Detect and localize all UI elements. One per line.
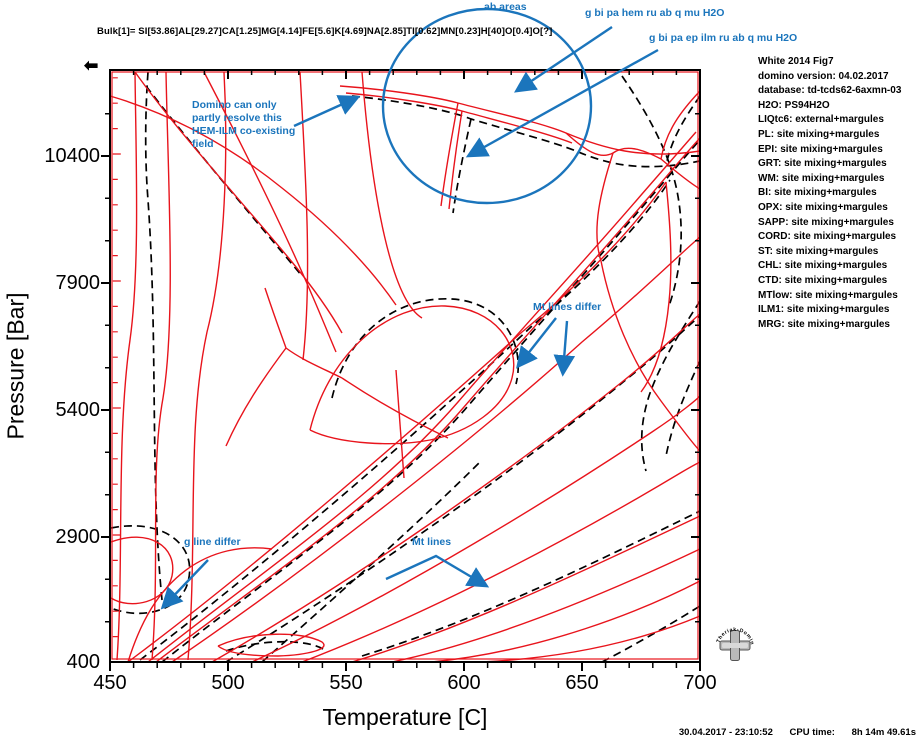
legend-line: MRG: site mixing+margules [758,318,890,330]
x-tick-label: 600 [447,672,481,694]
legend-line: OPX: site mixing+margules [758,201,888,213]
legend-line: H2O: PS94H2O [758,99,830,111]
legend-line: domino version: 04.02.2017 [758,70,889,82]
annotation-mt-lines: Mt lines [412,536,452,548]
legend-line: PL: site mixing+margules [758,128,880,140]
y-axis-title: Pressure [Bar] [2,292,29,440]
cpu-time-value: 8h 14m 49.61s [851,727,916,738]
x-tick-label: 700 [683,672,717,694]
y-tick-label: 7900 [55,272,101,294]
ab-areas-highlight-ellipse [381,7,593,205]
legend-line: WM: site mixing+margules [758,172,885,184]
x-tick-label: 650 [565,672,599,694]
legend-line: ILM1: site mixing+margules [758,304,890,316]
legend-line: MTlow: site mixing+margules [758,289,898,301]
annotation-mt-lines-differ: Mt lines differ [533,301,602,313]
annotation-ilm-field: g bi pa ep ilm ru ab q mu H2O [649,32,798,44]
legend-line: CORD: site mixing+margules [758,231,897,243]
legend-line: GRT: site mixing+margules [758,158,887,170]
legend-line: ST: site mixing+margules [758,245,879,257]
legend-line: database: td-tcds62-6axmn-03 [758,85,902,97]
legend-line: EPI: site mixing+margules [758,143,883,155]
y-tick-label: 400 [66,651,100,673]
legend-line: LIQtc6: external+margules [758,114,884,126]
legend-line: White 2014 Fig7 [758,56,834,67]
x-tick-label: 450 [93,672,127,694]
solution-model-legend: White 2014 Fig7 domino version: 04.02.20… [758,55,901,332]
legend-line: SAPP: site mixing+margules [758,216,894,228]
theriak-domino-logo-icon: Theriak-Domino [0,0,754,661]
cpu-time-label: CPU time: [789,727,835,738]
legend-line: CHL: site mixing+margules [758,260,888,272]
x-axis-title: Temperature [C] [322,704,488,730]
x-tick-label: 500 [211,672,245,694]
red-plot-frame [111,71,699,660]
axis-arrow-icon: ⬅ [84,56,99,75]
plot-frame [101,69,701,671]
x-tick-label: 550 [329,672,363,694]
annotation-g-line-differ: g line differ [184,536,241,548]
legend-line: CTD: site mixing+margules [758,274,888,286]
reference-phase-boundaries-dashed [110,71,701,663]
y-tick-label: 2900 [55,526,101,548]
legend-line: BI: site mixing+margules [758,187,877,199]
calculated-phase-boundaries-red [109,71,701,663]
run-info-footer: 30.04.2017 - 23:10:52 CPU time: 8h 14m 4… [560,727,916,738]
annotation-arrows [160,26,659,610]
annotation-hem-field: g bi pa hem ru ab q mu H2O [585,7,725,19]
y-tick-label: 5400 [55,399,101,421]
bulk-composition-title: Bulk[1]= SI[53.86]AL[29.27]CA[1.25]MG[4.… [97,26,553,37]
y-tick-label: 10400 [44,145,100,167]
annotation-domino-note: Domino can only partly resolve this HEM-… [192,99,296,150]
annotation-ab-areas: ab areas [484,1,527,13]
run-timestamp: 30.04.2017 - 23:10:52 [678,727,773,738]
